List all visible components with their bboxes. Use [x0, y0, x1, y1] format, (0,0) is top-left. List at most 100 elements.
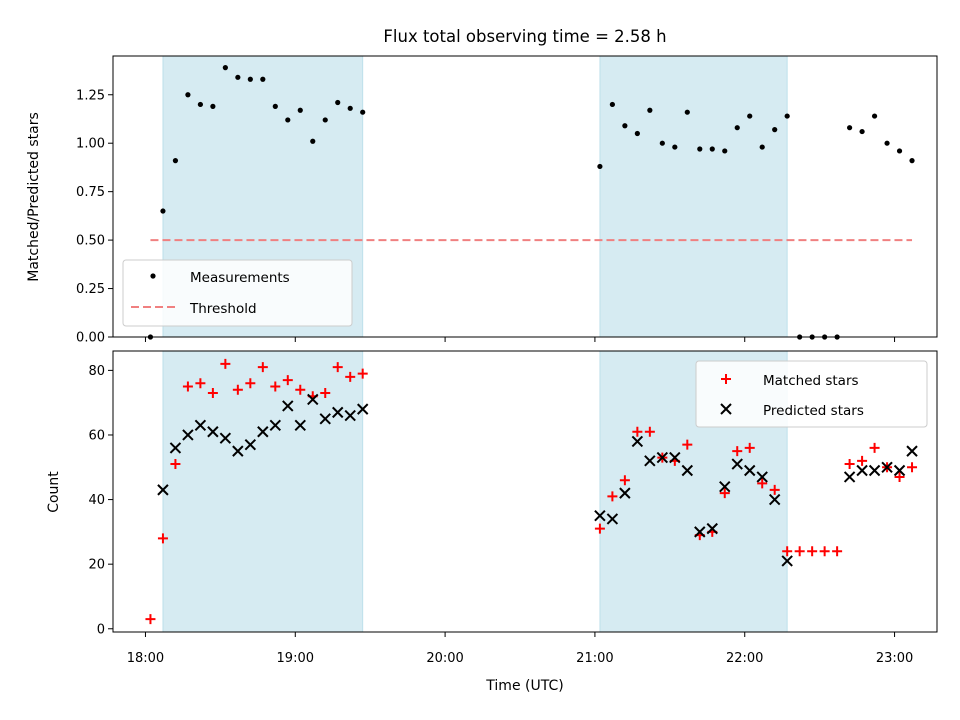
- legend-box: [695, 360, 928, 428]
- data-point: [322, 117, 328, 123]
- data-point: [909, 158, 915, 164]
- data-point: [871, 113, 878, 119]
- data-point: [285, 117, 291, 123]
- top-y-axis-label: Matched/Predicted stars: [26, 112, 42, 282]
- data-point: [210, 103, 216, 109]
- data-point: [619, 475, 630, 486]
- data-point: [756, 471, 768, 483]
- data-point: [744, 464, 756, 477]
- y-tick-label: 60: [88, 428, 105, 443]
- data-point: [194, 419, 207, 431]
- data-point: [197, 101, 203, 108]
- data-point: [235, 74, 241, 80]
- legend-label-predicted: Predicted stars: [763, 403, 864, 419]
- data-point: [607, 491, 618, 502]
- data-point: [260, 76, 266, 82]
- data-point: [894, 471, 905, 482]
- data-point: [844, 459, 855, 470]
- data-point: [794, 546, 805, 557]
- y-tick-label: 1.25: [76, 88, 105, 103]
- data-point: [219, 432, 232, 444]
- data-point: [843, 471, 856, 483]
- data-point: [819, 546, 830, 557]
- data-point: [157, 533, 168, 544]
- data-point: [609, 101, 615, 108]
- data-point: [682, 439, 693, 450]
- data-point: [257, 426, 269, 438]
- data-point: [245, 378, 256, 389]
- data-point: [270, 381, 281, 392]
- data-point: [356, 403, 369, 415]
- data-point: [784, 113, 790, 119]
- legend: Measurements Threshold: [122, 259, 353, 327]
- y-tick-label: 0: [97, 622, 105, 637]
- data-point: [294, 419, 306, 431]
- axes-frame: [112, 55, 938, 338]
- data-point: [345, 371, 356, 382]
- data-point: [757, 478, 768, 489]
- data-point: [893, 464, 906, 477]
- data-point: [644, 455, 656, 467]
- data-point: [320, 387, 331, 398]
- data-point: [632, 426, 643, 437]
- legend-marker-matched: [721, 374, 731, 384]
- data-point: [282, 375, 293, 386]
- legend-label-threshold: Threshold: [189, 301, 257, 317]
- x-tick-label: 18:00: [127, 651, 164, 666]
- data-point: [247, 76, 253, 82]
- y-tick-label: 80: [88, 364, 105, 379]
- data-point: [732, 446, 743, 457]
- data-point: [781, 555, 793, 567]
- data-point: [222, 65, 228, 71]
- data-point: [722, 148, 728, 154]
- data-point: [681, 464, 694, 477]
- data-point: [297, 107, 303, 113]
- data-point: [659, 140, 665, 146]
- data-point: [672, 144, 678, 150]
- data-point: [706, 522, 718, 535]
- series-measurements: [147, 65, 915, 340]
- x-tick-label: 21:00: [576, 651, 613, 666]
- data-point: [182, 429, 194, 441]
- data-point: [319, 413, 331, 425]
- data-point: [185, 92, 191, 98]
- data-point: [232, 445, 244, 457]
- data-point: [335, 99, 341, 106]
- bottom-y-axis-label: Count: [46, 471, 62, 513]
- data-point: [868, 464, 881, 477]
- y-tick-label: 20: [88, 558, 105, 573]
- data-point: [307, 393, 319, 406]
- data-point: [310, 138, 316, 144]
- data-point: [656, 451, 669, 464]
- x-tick-label: 20:00: [426, 651, 463, 666]
- data-point: [157, 484, 169, 496]
- shaded-span-2: [599, 55, 788, 338]
- data-point: [169, 442, 182, 454]
- data-point: [172, 158, 179, 164]
- data-point: [896, 148, 903, 154]
- series-predicted-stars: [157, 393, 918, 567]
- data-point: [332, 406, 344, 419]
- data-point: [295, 384, 306, 395]
- data-point: [859, 128, 865, 135]
- data-point: [759, 144, 765, 150]
- legend-marker-measurements: [150, 273, 156, 279]
- data-point: [856, 464, 868, 477]
- data-point: [694, 526, 706, 538]
- data-point: [906, 445, 918, 457]
- data-point: [709, 146, 715, 152]
- data-point: [220, 358, 231, 369]
- data-point: [207, 426, 219, 438]
- data-point: [606, 513, 619, 525]
- top-panel: 0.00 0.25 0.50 0.75 1.00 1.25 Measurements Thre…: [76, 55, 938, 346]
- legend-label-matched: Matched stars: [763, 373, 859, 389]
- data-point: [347, 105, 353, 111]
- data-point: [195, 378, 206, 389]
- y-tick-label: 0.00: [76, 331, 105, 346]
- data-point: [768, 493, 781, 506]
- data-point: [697, 146, 703, 152]
- data-point: [747, 113, 753, 119]
- x-tick-label: 23:00: [876, 651, 913, 666]
- data-point: [644, 426, 655, 437]
